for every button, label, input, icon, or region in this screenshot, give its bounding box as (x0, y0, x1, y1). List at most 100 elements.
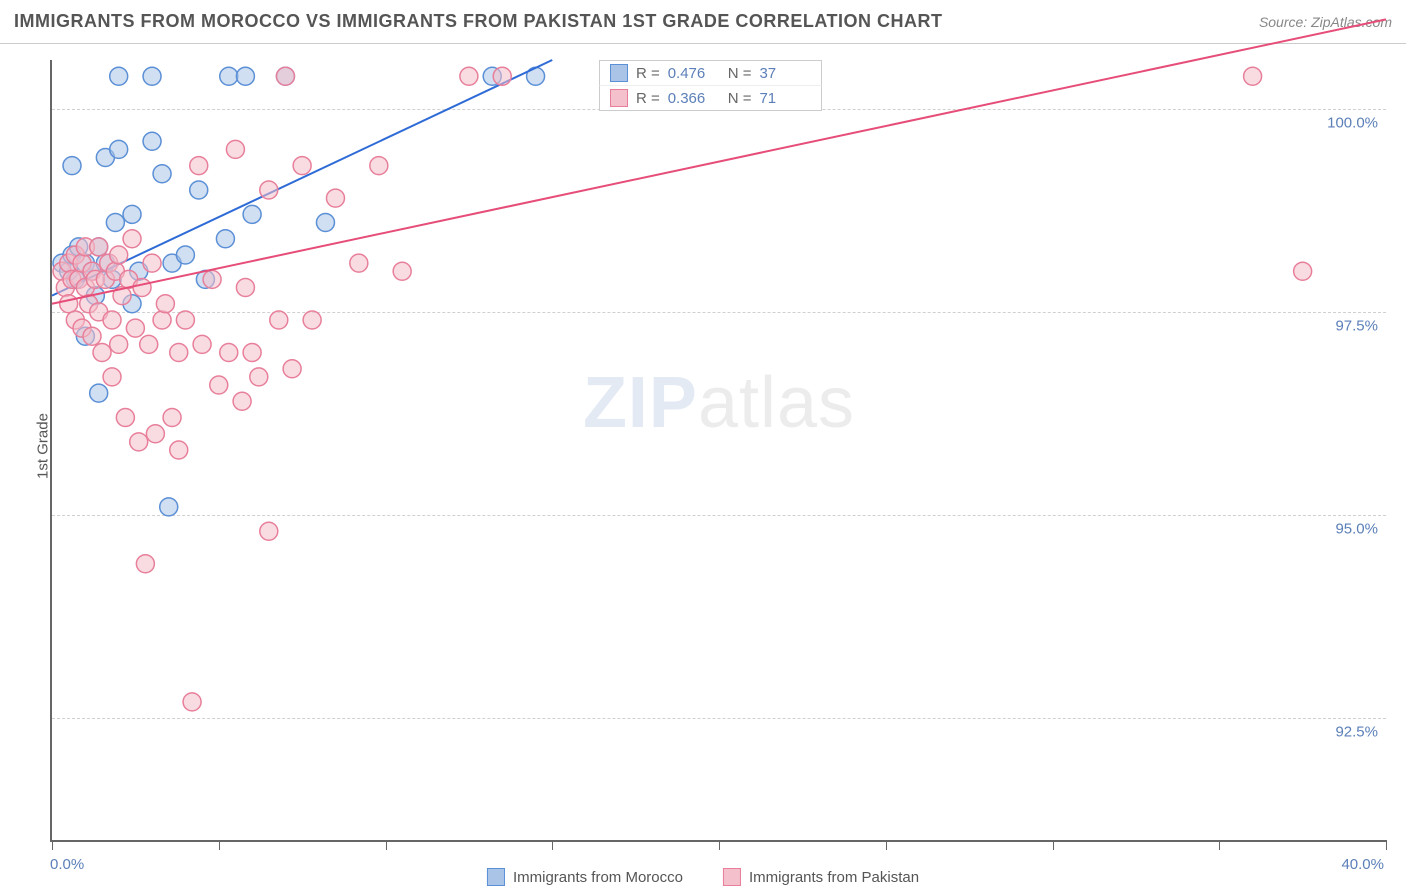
data-point (236, 67, 254, 85)
stat-n-label: N = (728, 65, 752, 82)
data-point (220, 67, 238, 85)
data-point (60, 295, 78, 313)
data-point (93, 344, 111, 362)
data-point (260, 181, 278, 199)
x-tick (1219, 840, 1220, 850)
data-point (103, 311, 121, 329)
data-point (123, 230, 141, 248)
data-point (140, 335, 158, 353)
data-point (293, 157, 311, 175)
data-point (393, 262, 411, 280)
data-point (176, 311, 194, 329)
data-point (143, 67, 161, 85)
data-point (143, 132, 161, 150)
x-tick-label: 0.0% (50, 856, 84, 873)
data-point (260, 522, 278, 540)
stats-row: R = 0.476 N = 37 (599, 61, 823, 85)
data-point (123, 205, 141, 223)
data-point (350, 254, 368, 272)
data-point (190, 181, 208, 199)
plot-area: 92.5%95.0%97.5%100.0% ZIPatlas R =0.476N… (50, 60, 1386, 842)
data-point (316, 214, 334, 232)
data-point (250, 368, 268, 386)
legend: Immigrants from Morocco Immigrants from … (487, 868, 919, 886)
data-point (170, 441, 188, 459)
stat-n-value: 71 (759, 90, 811, 107)
x-tick-label: 40.0% (1341, 856, 1384, 873)
regression-line (52, 60, 552, 296)
data-point (126, 319, 144, 337)
stat-r-label: R = (636, 90, 660, 107)
chart-svg (52, 60, 1386, 840)
data-point (90, 238, 108, 256)
data-point (326, 189, 344, 207)
data-point (276, 67, 294, 85)
x-tick (886, 840, 887, 850)
data-point (460, 67, 478, 85)
legend-swatch-icon (723, 868, 741, 886)
data-point (183, 693, 201, 711)
correlation-stats-box: R =0.476N =37R =0.366N =71 (599, 60, 823, 111)
data-point (1294, 262, 1312, 280)
data-point (210, 376, 228, 394)
data-point (156, 295, 174, 313)
data-point (163, 409, 181, 427)
x-tick (552, 840, 553, 850)
data-point (303, 311, 321, 329)
data-point (243, 205, 261, 223)
data-point (153, 165, 171, 183)
data-point (110, 140, 128, 158)
data-point (190, 157, 208, 175)
data-point (283, 360, 301, 378)
y-axis-title: 1st Grade (34, 413, 51, 479)
data-point (270, 311, 288, 329)
data-point (493, 67, 511, 85)
x-tick (1053, 840, 1054, 850)
x-tick (52, 840, 53, 850)
data-point (83, 327, 101, 345)
data-point (226, 140, 244, 158)
data-point (243, 344, 261, 362)
data-point (220, 344, 238, 362)
legend-item-pakistan: Immigrants from Pakistan (723, 868, 919, 886)
chart-title: IMMIGRANTS FROM MOROCCO VS IMMIGRANTS FR… (14, 11, 942, 32)
data-point (110, 246, 128, 264)
data-point (146, 425, 164, 443)
x-tick (719, 840, 720, 850)
data-point (103, 368, 121, 386)
data-point (176, 246, 194, 264)
legend-item-morocco: Immigrants from Morocco (487, 868, 683, 886)
legend-swatch-icon (487, 868, 505, 886)
stat-n-value: 37 (759, 65, 811, 82)
data-point (110, 67, 128, 85)
data-point (216, 230, 234, 248)
data-point (160, 498, 178, 516)
data-point (143, 254, 161, 272)
data-point (233, 392, 251, 410)
data-point (370, 157, 388, 175)
data-point (106, 214, 124, 232)
stat-r-value: 0.476 (668, 65, 720, 82)
data-point (193, 335, 211, 353)
data-point (153, 311, 171, 329)
data-point (90, 384, 108, 402)
data-point (136, 555, 154, 573)
data-point (133, 279, 151, 297)
stats-swatch-icon (610, 64, 628, 82)
legend-label: Immigrants from Morocco (513, 869, 683, 886)
x-tick (1386, 840, 1387, 850)
data-point (63, 157, 81, 175)
data-point (110, 335, 128, 353)
stats-row: R =0.366N =71 (599, 85, 823, 110)
x-tick (219, 840, 220, 850)
data-point (170, 344, 188, 362)
data-point (116, 409, 134, 427)
data-point (130, 433, 148, 451)
data-point (236, 279, 254, 297)
x-tick (386, 840, 387, 850)
data-point (203, 270, 221, 288)
legend-label: Immigrants from Pakistan (749, 869, 919, 886)
stats-swatch-icon (610, 89, 628, 107)
stat-n-label: N = (728, 90, 752, 107)
stat-r-label: R = (636, 65, 660, 82)
